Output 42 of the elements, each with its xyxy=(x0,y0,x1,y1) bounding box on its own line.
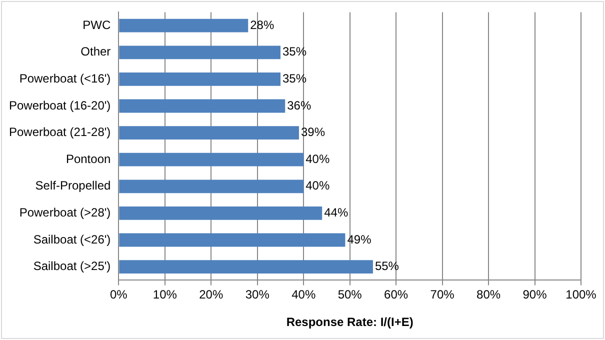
x-tick-label: 50% xyxy=(338,288,362,302)
y-tick-label: Sailboat (<26') xyxy=(33,232,111,246)
data-label: 35% xyxy=(282,44,307,59)
x-tick-label: 40% xyxy=(292,288,316,302)
data-label: 40% xyxy=(306,152,330,166)
bar xyxy=(119,72,280,86)
x-axis-title: Response Rate: I/(I+E) xyxy=(286,315,414,330)
bar xyxy=(119,18,248,32)
data-label: 39% xyxy=(300,125,326,140)
y-tick-label: Powerboat (<16') xyxy=(19,72,111,86)
y-tick-label: Powerboat (21-28') xyxy=(8,125,111,140)
y-tick-label: Powerboat (16-20') xyxy=(8,98,111,112)
y-tick-label: PWC xyxy=(82,18,112,32)
x-tick-label: 70% xyxy=(430,288,455,302)
x-tick-label: 80% xyxy=(476,288,501,302)
data-label: 40% xyxy=(306,178,330,193)
bar xyxy=(119,180,304,194)
x-tick-label: 0% xyxy=(110,288,128,302)
x-tick-label: 30% xyxy=(245,288,270,302)
bar xyxy=(119,233,346,247)
bar xyxy=(119,46,280,60)
x-tick-label: 60% xyxy=(384,288,408,302)
bar xyxy=(119,126,299,140)
data-label: 49% xyxy=(347,232,372,246)
bar xyxy=(119,99,286,113)
y-tick-label: Other xyxy=(80,44,111,59)
y-tick-label: Pontoon xyxy=(66,152,111,166)
y-tick-label: Powerboat (>28') xyxy=(19,206,111,220)
x-tick-label: 100% xyxy=(566,288,597,302)
data-label: 55% xyxy=(374,259,400,274)
x-tick-label: 90% xyxy=(522,288,548,302)
data-label: 44% xyxy=(324,206,348,220)
x-tick-label: 10% xyxy=(152,288,178,302)
y-tick-label: Self-Propelled xyxy=(35,178,111,193)
data-label: 36% xyxy=(287,98,312,112)
bar xyxy=(119,206,322,220)
data-label: 35% xyxy=(282,72,307,86)
bar xyxy=(119,260,373,274)
x-tick-label: 20% xyxy=(199,288,224,302)
bar xyxy=(119,152,304,166)
data-label: 28% xyxy=(250,18,274,32)
y-tick-label: Sailboat (>25') xyxy=(33,259,111,274)
